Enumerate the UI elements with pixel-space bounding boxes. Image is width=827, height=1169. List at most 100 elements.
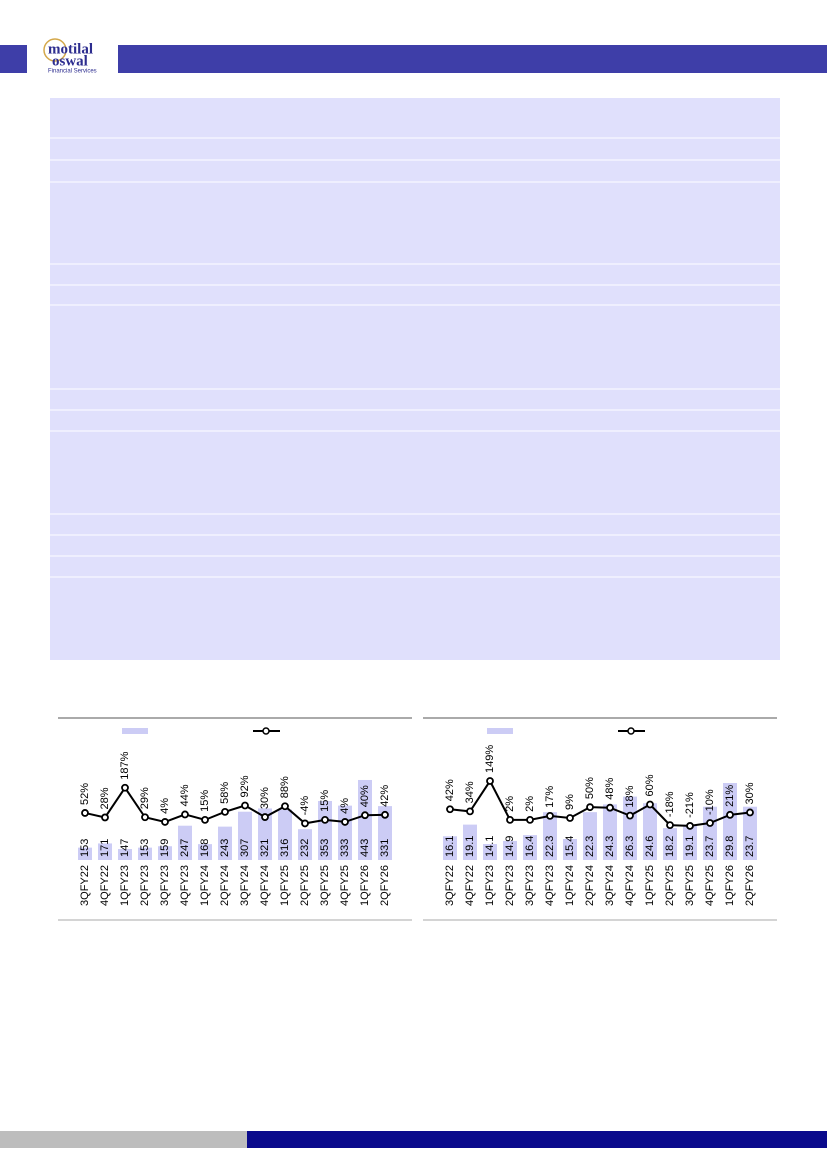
- line-value-label: 50%: [584, 777, 596, 799]
- bar-value-label: 353: [319, 839, 331, 857]
- bar-value-label: 23.7: [704, 836, 716, 857]
- bar-value-label: 16.4: [524, 836, 536, 857]
- x-tick-label: 4QFY23: [544, 865, 556, 906]
- bar: [78, 847, 92, 860]
- line-marker: [746, 808, 754, 817]
- x-tick-label: 3QFY23: [524, 865, 536, 906]
- x-tick-label: 2QFY23: [139, 865, 151, 906]
- x-tick-label: 1QFY23: [484, 865, 496, 906]
- line-value-label: 149%: [484, 745, 496, 773]
- x-tick-label: 2QFY25: [299, 865, 311, 906]
- bar-value-label: 23.7: [744, 836, 756, 857]
- x-tick-label: 2QFY26: [379, 865, 391, 906]
- line-value-label: 48%: [604, 777, 616, 799]
- bar-value-label: 153: [79, 839, 91, 857]
- line-value-label: 52%: [79, 783, 91, 805]
- bar: [198, 844, 212, 860]
- bar: [98, 843, 112, 860]
- line-marker: [361, 811, 369, 820]
- bar-value-label: 171: [99, 839, 111, 857]
- line-value-label: 60%: [644, 774, 656, 796]
- line-value-label: -10%: [704, 789, 716, 815]
- logo-text: oswal: [52, 53, 88, 69]
- line-marker: [506, 815, 514, 824]
- line-value-label: -18%: [664, 791, 676, 817]
- bar: [583, 812, 597, 860]
- bar: [683, 824, 697, 860]
- line-value-label: -21%: [684, 792, 696, 818]
- logo-text: motilal: [48, 41, 93, 57]
- line-marker: [221, 807, 229, 816]
- bar: [118, 849, 132, 860]
- bar: [358, 779, 372, 860]
- bar-value-label: 22.3: [544, 836, 556, 857]
- x-tick-label: 2QFY24: [584, 865, 596, 906]
- line-value-label: 29%: [139, 787, 151, 809]
- line: [84, 785, 386, 825]
- line: [449, 779, 751, 827]
- x-tick-label: 1QFY25: [279, 865, 291, 906]
- x-tick-label: 1QFY23: [119, 865, 131, 906]
- x-tick-label: 4QFY25: [339, 865, 351, 906]
- x-tick-label: 1QFY24: [199, 865, 211, 906]
- header-bar: [118, 45, 827, 73]
- line-value-label: 42%: [444, 779, 456, 801]
- x-tick-label: 2QFY26: [744, 865, 756, 906]
- line-marker: [526, 815, 534, 824]
- line-marker: [241, 801, 249, 810]
- bar: [158, 846, 172, 860]
- bar: [318, 800, 332, 860]
- x-tick-label: 1QFY24: [564, 865, 576, 906]
- line-value-label: 42%: [379, 785, 391, 807]
- line-value-label: 28%: [99, 787, 111, 809]
- bar-value-label: 321: [259, 839, 271, 857]
- bar: [278, 809, 292, 860]
- bar: [178, 825, 192, 860]
- line-value-label: 4%: [159, 798, 171, 814]
- line-marker: [646, 800, 654, 809]
- bar: [503, 840, 517, 860]
- bar-value-label: 24.3: [604, 836, 616, 857]
- line-marker: [321, 815, 329, 824]
- x-tick-label: 1QFY26: [724, 865, 736, 906]
- x-tick-label: 3QFY22: [444, 865, 456, 906]
- x-tick-label: 3QFY25: [684, 865, 696, 906]
- line-marker: [181, 810, 189, 819]
- line-value-label: 9%: [564, 794, 576, 810]
- x-tick-label: 4QFY22: [464, 865, 476, 906]
- x-tick-label: 4QFY24: [624, 865, 636, 906]
- bar: [743, 806, 757, 860]
- line-value-label: 92%: [239, 775, 251, 797]
- bar: [643, 803, 657, 860]
- bar-value-label: 307: [239, 839, 251, 857]
- bar-value-label: 153: [139, 839, 151, 857]
- logo-ring: [43, 38, 67, 62]
- line-value-label: 21%: [724, 785, 736, 807]
- bar-value-label: 19.1: [684, 836, 696, 857]
- bar-value-label: 443: [359, 839, 371, 857]
- bar-value-label: 331: [379, 839, 391, 857]
- legend-marker: [262, 727, 270, 735]
- line-marker: [121, 783, 129, 792]
- line-value-label: 18%: [624, 785, 636, 807]
- bar-value-label: 247: [179, 839, 191, 857]
- legend-marker: [627, 727, 635, 735]
- bar: [298, 829, 312, 860]
- bar-value-label: 15.4: [564, 836, 576, 857]
- line-value-label: 58%: [219, 782, 231, 804]
- line-marker: [626, 811, 634, 820]
- line-marker: [81, 809, 89, 817]
- line-marker: [381, 810, 389, 819]
- content-box: [50, 98, 780, 660]
- x-tick-label: 1QFY25: [644, 865, 656, 906]
- line-value-label: 88%: [279, 776, 291, 798]
- line-marker: [281, 802, 289, 811]
- bar: [623, 796, 637, 860]
- bar: [523, 835, 537, 860]
- header-block: [0, 45, 27, 73]
- line-marker: [301, 819, 309, 828]
- x-tick-label: 3QFY25: [319, 865, 331, 906]
- line-value-label: 40%: [359, 785, 371, 807]
